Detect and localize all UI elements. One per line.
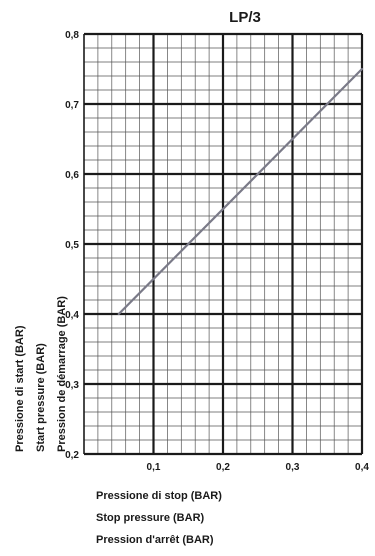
x-tick-label: 0,4 bbox=[355, 462, 369, 473]
y-tick-label: 0,7 bbox=[65, 100, 79, 111]
y-tick-label: 0,3 bbox=[65, 380, 79, 391]
x-tick-labels: 0,1 0,2 0,3 0,4 bbox=[147, 462, 370, 473]
x-axis-label: Pressione di stop (BAR) Stop pressure (B… bbox=[96, 490, 222, 546]
y-tick-label: 0,6 bbox=[65, 170, 79, 181]
x-label-line-3: Pression d'arrêt (BAR) bbox=[96, 534, 214, 546]
y-tick-label: 0,2 bbox=[65, 450, 79, 461]
y-axis-label: Pressione di start (BAR) Start pressure … bbox=[14, 296, 68, 452]
x-label-line-2: Stop pressure (BAR) bbox=[96, 512, 205, 524]
y-tick-label: 0,5 bbox=[65, 240, 79, 251]
series-layer bbox=[117, 67, 364, 316]
y-tick-labels: 0,2 0,3 0,4 0,5 0,6 0,7 0,8 bbox=[65, 30, 79, 461]
y-label-line-3: Pression de démarrage (BAR) bbox=[56, 296, 68, 452]
x-tick-label: 0,1 bbox=[147, 462, 161, 473]
axes bbox=[83, 34, 362, 455]
chart-title: LP/3 bbox=[229, 9, 261, 26]
y-tick-label: 0,8 bbox=[65, 30, 79, 41]
y-label-line-2: Start pressure (BAR) bbox=[35, 343, 47, 452]
x-tick-label: 0,3 bbox=[286, 462, 300, 473]
x-tick-label: 0,2 bbox=[216, 462, 230, 473]
x-label-line-1: Pressione di stop (BAR) bbox=[96, 490, 222, 502]
y-tick-label: 0,4 bbox=[65, 310, 79, 321]
y-label-line-1: Pressione di start (BAR) bbox=[14, 325, 26, 452]
series-line bbox=[117, 67, 364, 316]
